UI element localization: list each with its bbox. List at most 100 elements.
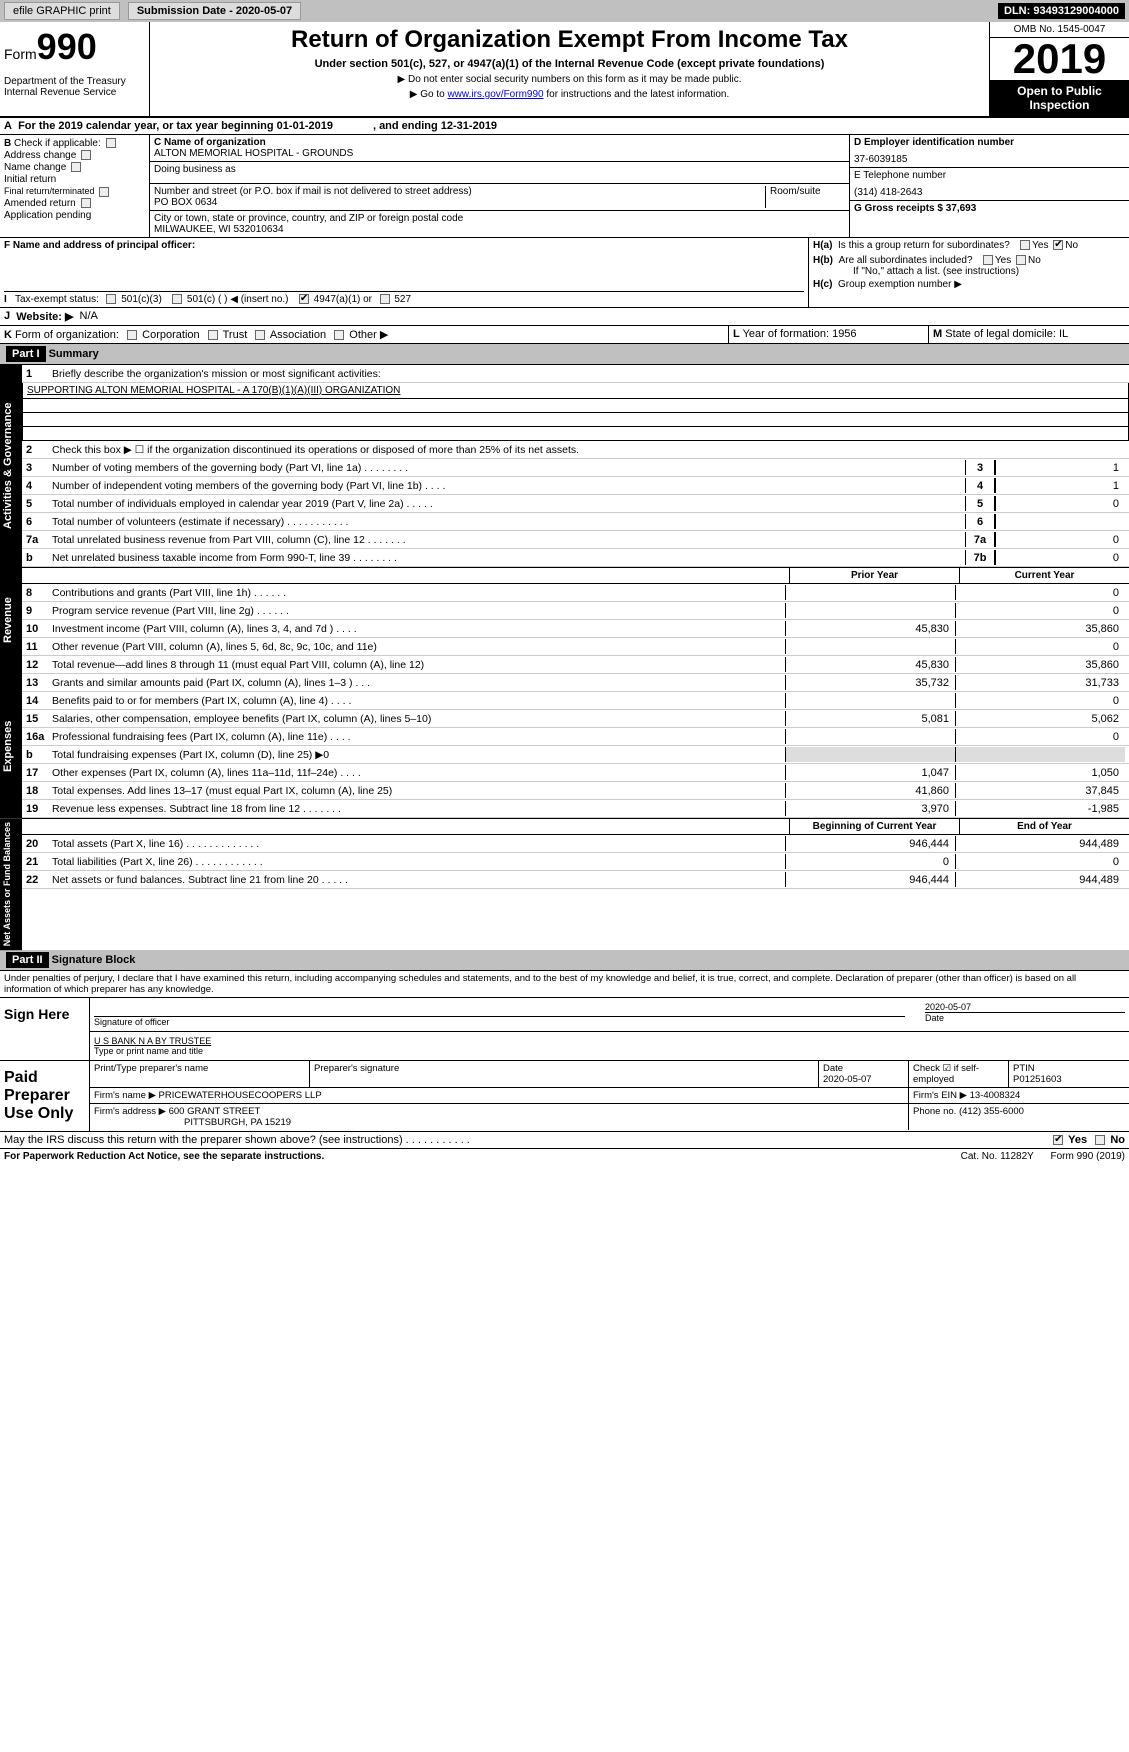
m-label: M	[933, 328, 942, 340]
firm-ein-lbl: Firm's EIN ▶	[913, 1090, 967, 1101]
phone-lbl: Phone no.	[913, 1106, 956, 1117]
hc-label: H(c)	[813, 279, 832, 290]
dept: Department of the Treasury Internal Reve…	[4, 76, 145, 98]
line-13: 13Grants and similar amounts paid (Part …	[22, 674, 1129, 692]
opt-corp: Corporation	[142, 329, 199, 341]
line-18: 18Total expenses. Add lines 13–17 (must …	[22, 782, 1129, 800]
chk-4947[interactable]	[299, 294, 309, 304]
sign-label: Sign Here	[0, 998, 90, 1060]
checkbox-final[interactable]	[99, 187, 109, 197]
section-c: C Name of organization ALTON MEMORIAL HO…	[150, 135, 849, 237]
line2-txt: Check this box ▶ ☐ if the organization d…	[52, 444, 1125, 456]
chk-discuss-yes[interactable]	[1053, 1135, 1063, 1145]
city: MILWAUKEE, WI 532010634	[154, 224, 845, 235]
chk-corp[interactable]	[127, 330, 137, 340]
officer-name-lbl: Type or print name and title	[94, 1046, 1125, 1056]
part1-bar: Part I Summary	[0, 344, 1129, 365]
dln: DLN: 93493129004000	[998, 3, 1125, 19]
chk-assoc[interactable]	[255, 330, 265, 340]
chk-discuss-no[interactable]	[1095, 1135, 1105, 1145]
chk-ha-no[interactable]	[1053, 240, 1063, 250]
chk-527[interactable]	[380, 294, 390, 304]
street: PO BOX 0634	[154, 197, 765, 208]
part1-hdr: Part I	[6, 346, 46, 362]
form-number: 990	[37, 26, 97, 67]
dept-treasury: Department of the Treasury	[4, 76, 145, 87]
checkbox-applicable[interactable]	[106, 138, 116, 148]
ha-label: H(a)	[813, 240, 832, 251]
goto-pre: ▶ Go to	[410, 89, 448, 100]
discuss-line: May the IRS discuss this return with the…	[0, 1132, 1129, 1149]
footer-form: Form 990 (2019)	[1051, 1151, 1125, 1162]
mission: SUPPORTING ALTON MEMORIAL HOSPITAL - A 1…	[22, 383, 1129, 399]
section-d: D Employer identification number 37-6039…	[849, 135, 1129, 237]
sign-block: Sign Here Signature of officer 2020-05-0…	[0, 998, 1129, 1061]
checkbox-name[interactable]	[71, 162, 81, 172]
section-a: A For the 2019 calendar year, or tax yea…	[0, 118, 1129, 135]
paid-label: Paid Preparer Use Only	[0, 1061, 90, 1131]
m-txt: State of legal domicile: IL	[945, 328, 1068, 340]
chk-hb-no[interactable]	[1016, 255, 1026, 265]
footer-cat: Cat. No. 11282Y	[961, 1151, 1034, 1162]
efile-button[interactable]: efile GRAPHIC print	[4, 2, 120, 20]
b-check-text: Check if applicable:	[14, 138, 101, 149]
officer-name: U S BANK N A BY TRUSTEE	[94, 1036, 1125, 1046]
chk-other[interactable]	[334, 330, 344, 340]
mission-blank1	[22, 399, 1129, 413]
f-label: F Name and address of principal officer:	[4, 240, 804, 251]
ptin: P01251603	[1013, 1074, 1062, 1085]
discuss-txt: May the IRS discuss this return with the…	[4, 1134, 470, 1146]
chk-hb-yes[interactable]	[983, 255, 993, 265]
topbar: efile GRAPHIC print Submission Date - 20…	[0, 0, 1129, 22]
chk-501c3[interactable]	[106, 294, 116, 304]
tel-lbl: E Telephone number	[854, 170, 1125, 181]
vlabel-expenses: Expenses	[0, 674, 22, 818]
i-txt: Tax-exempt status:	[15, 294, 99, 305]
l-txt: Year of formation: 1956	[743, 328, 857, 340]
prep-date-lbl: Date	[823, 1063, 843, 1074]
line-14: 14Benefits paid to or for members (Part …	[22, 692, 1129, 710]
opt-trust: Trust	[223, 329, 248, 341]
hb-no: No	[1028, 255, 1041, 266]
submission-date: Submission Date - 2020-05-07	[128, 2, 301, 20]
section-b: B Check if applicable: Address change Na…	[0, 135, 150, 237]
klm-block: K Form of organization: Corporation Trus…	[0, 326, 1129, 344]
discuss-no: No	[1110, 1134, 1125, 1146]
line-15: 15Salaries, other compensation, employee…	[22, 710, 1129, 728]
chk-pending: Application pending	[4, 210, 145, 221]
checkbox-amended[interactable]	[81, 198, 91, 208]
checkbox-address[interactable]	[81, 150, 91, 160]
j-txt: Website: ▶	[16, 310, 73, 323]
gov-line-5: 5Total number of individuals employed in…	[22, 495, 1129, 513]
sig-date: 2020-05-07	[925, 1002, 1125, 1012]
governance-block: Activities & Governance 1Briefly describ…	[0, 365, 1129, 567]
opt-4947: 4947(a)(1) or	[314, 294, 372, 305]
org-name: ALTON MEMORIAL HOSPITAL - GROUNDS	[154, 148, 845, 159]
gross-receipts: G Gross receipts $ 37,693	[854, 203, 1125, 214]
line-b: bTotal fundraising expenses (Part IX, co…	[22, 746, 1129, 764]
mission-blank2	[22, 413, 1129, 427]
form990-link[interactable]: www.irs.gov/Form990	[447, 89, 543, 100]
i-label: I	[4, 294, 7, 305]
a-label: A	[4, 120, 12, 132]
section-j: J Website: ▶ N/A	[0, 308, 1129, 326]
chk-trust[interactable]	[208, 330, 218, 340]
note-goto: ▶ Go to www.irs.gov/Form990 for instruct…	[154, 89, 985, 100]
dba-lbl: Doing business as	[154, 164, 236, 175]
line-17: 17Other expenses (Part IX, column (A), l…	[22, 764, 1129, 782]
gov-line-7a: 7aTotal unrelated business revenue from …	[22, 531, 1129, 549]
expenses-block: Expenses 13Grants and similar amounts pa…	[0, 674, 1129, 818]
gov-line-6: 6Total number of volunteers (estimate if…	[22, 513, 1129, 531]
street-lbl: Number and street (or P.O. box if mail i…	[154, 186, 765, 197]
paid-block: Paid Preparer Use Only Print/Type prepar…	[0, 1061, 1129, 1132]
hdr-end: End of Year	[959, 819, 1129, 834]
firm-addr2: PITTSBURGH, PA 15219	[184, 1117, 291, 1128]
chk-501c[interactable]	[172, 294, 182, 304]
note-ssn: ▶ Do not enter social security numbers o…	[154, 74, 985, 85]
ha-no: No	[1065, 240, 1078, 251]
gov-line-4: 4Number of independent voting members of…	[22, 477, 1129, 495]
check-self-emp: Check ☑ if self-employed	[909, 1061, 1009, 1087]
chk-ha-yes[interactable]	[1020, 240, 1030, 250]
mission-blank3	[22, 427, 1129, 441]
chk-name-change: Name change	[4, 162, 145, 173]
